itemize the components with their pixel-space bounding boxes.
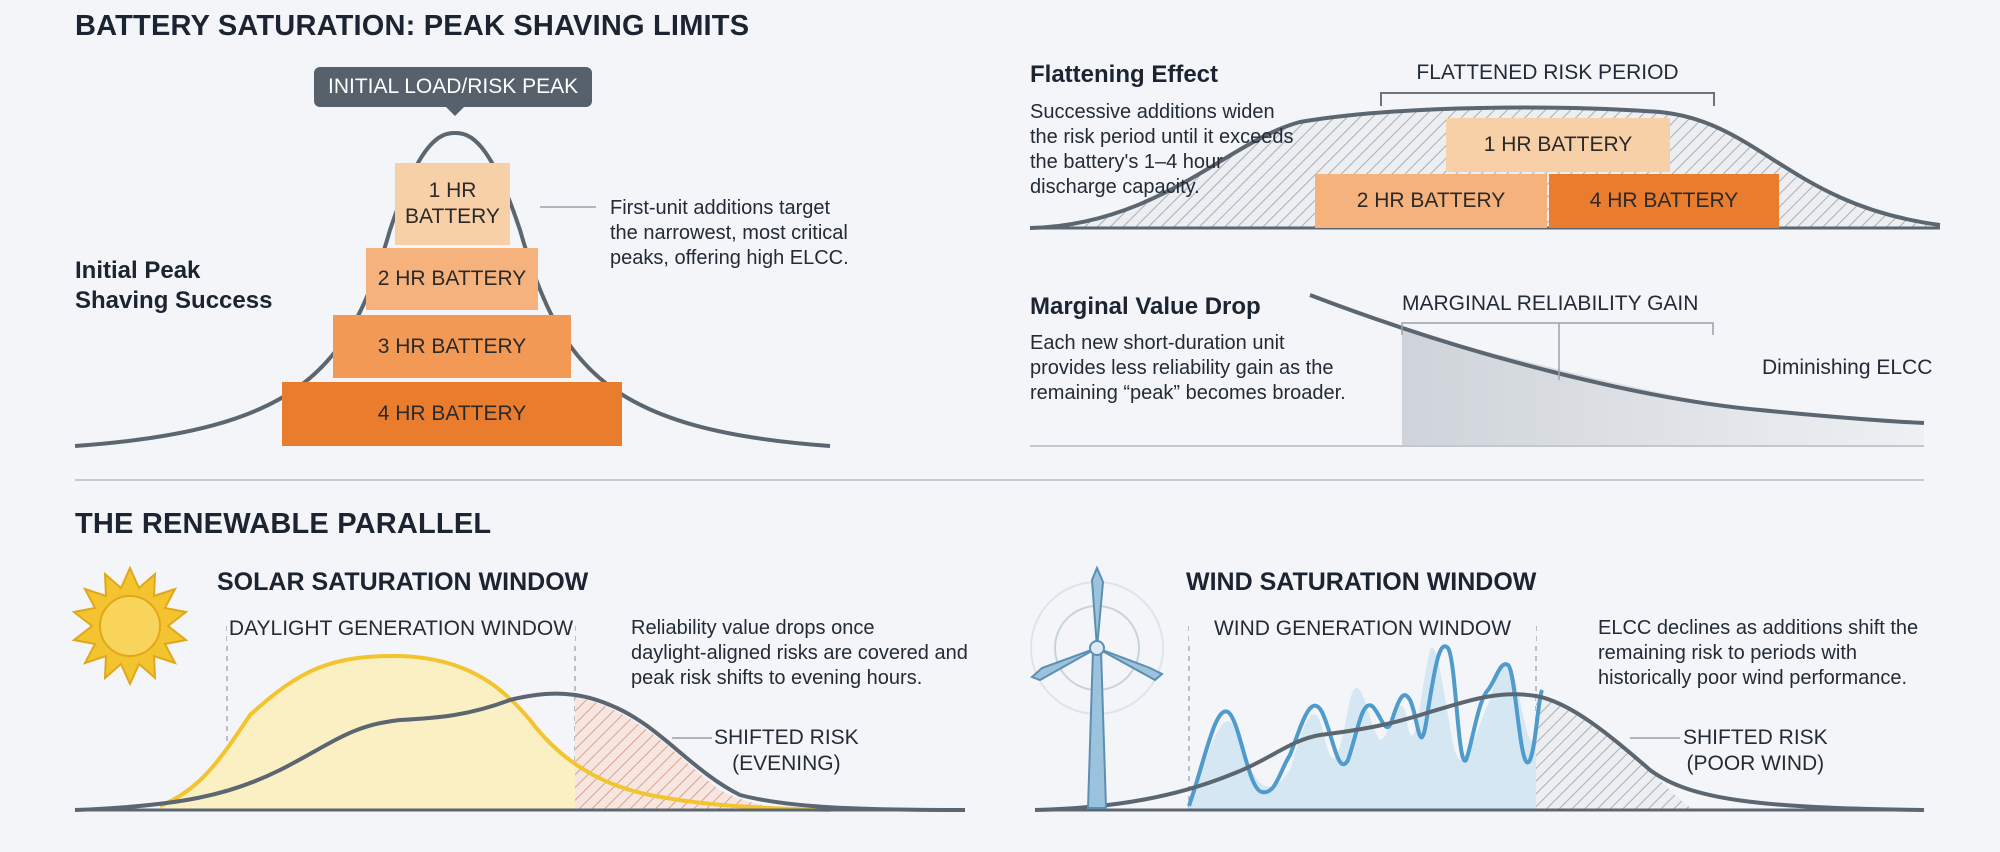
flat-battery-4hr-label: 4 HR BATTERY	[1589, 189, 1739, 212]
shifted-risk-evening-area	[575, 697, 810, 810]
flattening-desc-line3: the battery's 1–4 hour	[1030, 151, 1223, 173]
diminishing-elcc-curve	[1309, 293, 1925, 425]
flat-battery-2hr-label: 2 HR BATTERY	[1356, 189, 1506, 212]
battery-3hr-block: 3 HR BATTERY	[333, 315, 571, 378]
peak-note-line2: the narrowest, most critical	[610, 222, 848, 244]
peak-side-title: Initial Peak Shaving Success	[75, 256, 272, 316]
wind-shift-line2: (POOR WIND)	[1686, 752, 1825, 775]
marginal-gain-label: MARGINAL RELIABILITY GAIN	[1402, 292, 1699, 315]
marginal-desc-line2: provides less reliability gain as the	[1030, 357, 1334, 379]
flat-battery-2hr: 2 HR BATTERY	[1315, 174, 1547, 228]
solar-window-label: DAYLIGHT GENERATION WINDOW	[227, 617, 575, 641]
marginal-title: Marginal Value Drop	[1030, 293, 1261, 320]
peak-note-line3: peaks, offering high ELCC.	[610, 247, 849, 269]
solar-risk-curve	[74, 691, 966, 812]
flat-battery-1hr-label: 1 HR BATTERY	[1483, 133, 1633, 156]
battery-4hr-block: 4 HR BATTERY	[282, 382, 622, 446]
sun-icon	[71, 565, 189, 687]
flattened-risk-curve	[1029, 105, 1941, 230]
battery-3hr-label: 3 HR BATTERY	[377, 334, 527, 358]
flattening-desc-line1: Successive additions widen	[1030, 101, 1275, 123]
solar-generation-area	[160, 655, 810, 810]
battery-1hr-label-line1: 1 HR	[428, 179, 477, 202]
flattening-desc-line2: the risk period until it exceeds	[1030, 126, 1294, 148]
solar-shifted-risk-label: SHIFTED RISK (EVENING)	[714, 725, 859, 777]
marginal-desc-line3: remaining “peak” becomes broader.	[1030, 382, 1346, 404]
peak-side-title-line1: Initial Peak	[75, 257, 201, 284]
wind-note-line1: ELCC declines as additions shift the	[1598, 617, 1919, 639]
wind-turbine-icon	[1030, 565, 1164, 809]
peak-side-title-line2: Shaving Success	[75, 287, 273, 314]
marginal-desc-line1: Each new short-duration unit	[1030, 332, 1285, 354]
peak-note-line1: First-unit additions target	[610, 197, 831, 219]
wind-title: WIND SATURATION WINDOW	[1186, 568, 1537, 596]
flattening-title: Flattening Effect	[1030, 61, 1219, 88]
wind-shift-line1: SHIFTED RISK	[1683, 726, 1828, 749]
peak-callout: INITIAL LOAD/RISK PEAK	[314, 67, 593, 107]
solar-note-line2: daylight-aligned risks are covered and	[631, 642, 968, 664]
page-title: BATTERY SATURATION: PEAK SHAVING LIMITS	[75, 10, 750, 42]
battery-2hr-block: 2 HR BATTERY	[366, 248, 538, 310]
solar-note-line3: peak risk shifts to evening hours.	[631, 667, 923, 689]
battery-4hr-label: 4 HR BATTERY	[377, 402, 527, 425]
solar-title: SOLAR SATURATION WINDOW	[217, 568, 589, 596]
solar-shift-line2: (EVENING)	[732, 752, 841, 775]
wind-note-line3: historically poor wind performance.	[1598, 667, 1908, 689]
flat-battery-4hr: 4 HR BATTERY	[1549, 174, 1779, 228]
flattened-risk-label: FLATTENED RISK PERIOD	[1416, 61, 1679, 84]
peak-note: First-unit additions target the narrowes…	[610, 196, 849, 271]
wind-window-label: WIND GENERATION WINDOW	[1189, 617, 1536, 641]
solar-note: Reliability value drops once daylight-al…	[631, 616, 968, 691]
wind-note-line2: remaining risk to periods with	[1598, 642, 1857, 664]
solar-generation-curve	[159, 653, 831, 812]
wind-shifted-risk-label: SHIFTED RISK (POOR WIND)	[1683, 725, 1828, 777]
flattening-desc: Successive additions widen the risk peri…	[1030, 100, 1293, 200]
battery-1hr-label-line2: BATTERY	[405, 205, 500, 228]
risk-peak-curve	[74, 130, 831, 448]
wind-generation-curve	[1187, 644, 1544, 807]
battery-1hr-block: 1 HR BATTERY	[395, 163, 510, 245]
gain-bracket	[1401, 322, 1714, 335]
marginal-gain-area	[1402, 330, 1924, 446]
wind-note: ELCC declines as additions shift the rem…	[1598, 616, 1918, 691]
flattening-desc-line4: discharge capacity.	[1030, 176, 1200, 198]
wind-risk-curve	[1034, 692, 1925, 812]
shifted-risk-poor-wind-area	[1536, 697, 1700, 810]
solar-shift-line1: SHIFTED RISK	[714, 726, 859, 749]
battery-2hr-label: 2 HR BATTERY	[377, 267, 527, 290]
renewable-title: THE RENEWABLE PARALLEL	[75, 508, 492, 540]
diminishing-elcc-label: Diminishing ELCC	[1762, 356, 1933, 379]
marginal-desc: Each new short-duration unit provides le…	[1030, 331, 1346, 406]
flattened-bracket	[1380, 92, 1715, 106]
solar-note-line1: Reliability value drops once	[631, 617, 875, 639]
flat-battery-1hr: 1 HR BATTERY	[1446, 118, 1670, 172]
